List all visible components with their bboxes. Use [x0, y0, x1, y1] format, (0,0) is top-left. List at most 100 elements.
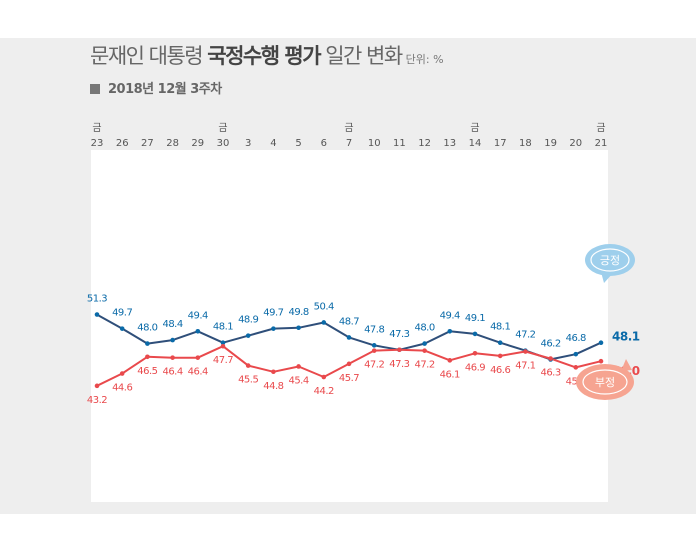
unit-label: 단위: % — [405, 53, 444, 66]
negative-point — [472, 350, 478, 356]
x-tick-label: 27 — [141, 138, 154, 149]
negative-data-label: 44.2 — [314, 386, 334, 397]
x-tick-label: 18 — [519, 138, 532, 149]
chart-subtitle: 2018년 12월 3주차 — [90, 78, 222, 97]
x-tick-label: 3 — [245, 138, 251, 149]
positive-data-label: 46.2 — [540, 338, 560, 349]
negative-data-label: 45.4 — [288, 375, 308, 386]
positive-point — [422, 341, 427, 346]
x-tick-label: 13 — [443, 138, 456, 149]
negative-data-label: 46.6 — [490, 365, 510, 376]
positive-data-label: 49.8 — [288, 307, 308, 318]
positive-data-label: 48.9 — [238, 315, 258, 326]
positive-point — [195, 328, 201, 334]
x-tick-label: 30 — [217, 138, 230, 149]
positive-data-label: 49.4 — [188, 310, 208, 321]
x-tick-label: 17 — [494, 138, 507, 149]
negative-point — [170, 355, 175, 360]
negative-point — [598, 358, 604, 364]
x-tick-label: 5 — [295, 138, 301, 149]
negative-data-label: 44.6 — [112, 383, 132, 394]
x-tick-label: 28 — [166, 138, 179, 149]
positive-point — [371, 343, 377, 348]
negative-point — [271, 369, 276, 375]
x-tick-label: 21 — [595, 138, 608, 149]
negative-point — [548, 356, 553, 361]
x-tick-label: 7 — [346, 138, 352, 149]
positive-data-label: 48.4 — [162, 319, 182, 330]
positive-point — [220, 340, 226, 346]
negative-data-label: 46.9 — [465, 362, 485, 373]
positive-point — [94, 312, 100, 317]
x-tick-label: 20 — [569, 138, 582, 149]
negative-point — [573, 365, 579, 370]
positive-point — [296, 325, 301, 331]
x-tick-weekday: 금 — [92, 122, 101, 134]
x-tick-label: 4 — [270, 138, 276, 149]
title-bold: 국정수행 평가 — [207, 44, 321, 68]
x-tick-label: 29 — [191, 138, 204, 149]
series-markers — [94, 312, 604, 389]
x-tick-label: 10 — [368, 138, 381, 149]
x-tick-label: 19 — [544, 138, 557, 149]
positive-point — [321, 320, 327, 325]
positive-bubble-ring — [590, 248, 630, 272]
negative-point — [220, 343, 226, 349]
x-tick-label: 11 — [393, 138, 406, 149]
x-tick-label: 12 — [418, 138, 431, 149]
negative-data-label: 44.8 — [263, 381, 283, 392]
negative-data-label: 47.2 — [414, 360, 434, 371]
negative-point — [447, 358, 453, 363]
negative-data-label: 47.2 — [364, 360, 384, 371]
positive-data-label: 48.1 — [213, 322, 233, 333]
positive-point — [245, 333, 251, 338]
positive-data-label: 48.1 — [612, 330, 640, 344]
x-tick-label: 14 — [469, 138, 482, 149]
title-suffix: 일간 변화 — [320, 44, 403, 68]
positive-point — [119, 326, 125, 331]
negative-data-label: 45.7 — [339, 373, 359, 384]
negative-data-label: 46.1 — [440, 369, 460, 380]
positive-point — [447, 328, 453, 334]
positive-data-label: 50.4 — [314, 301, 334, 312]
negative-legend-label: 부정 — [595, 376, 615, 389]
positive-point — [598, 340, 604, 346]
x-tick-label: 26 — [116, 138, 129, 149]
x-tick-label: 6 — [321, 138, 327, 149]
positive-point — [573, 351, 579, 357]
negative-point — [523, 349, 528, 354]
positive-legend-bubble: 긍정 — [585, 244, 635, 283]
subtitle-square-icon — [90, 84, 100, 94]
negative-point — [245, 363, 251, 368]
negative-data-label: 46.4 — [162, 367, 182, 378]
negative-point — [296, 364, 301, 369]
positive-legend-label: 긍정 — [600, 254, 620, 267]
negative-point — [371, 348, 377, 353]
subtitle-text: 2018년 12월 3주차 — [108, 82, 222, 97]
negative-data-label: 47.7 — [213, 355, 233, 366]
data-labels: 51.3 49.7 48.0 48.4 49.4 48.1 48.9 49.7 49.8 50.4… — [87, 294, 640, 406]
x-tick-weekday: 금 — [218, 122, 227, 134]
positive-point — [472, 331, 478, 337]
negative-point — [346, 361, 352, 367]
negative-bubble-ring — [582, 369, 628, 395]
chart-title: 문재인 대통령 국정수행 평가 일간 변화 단위: % — [90, 40, 444, 70]
positive-point — [346, 335, 352, 340]
negative-point — [119, 371, 125, 376]
positive-point — [170, 337, 175, 343]
x-tick-weekday: 금 — [344, 122, 353, 134]
negative-point — [397, 347, 402, 353]
positive-data-label: 47.3 — [389, 329, 409, 340]
negative-data-label: 46.5 — [137, 366, 157, 377]
positive-data-label: 51.3 — [87, 294, 107, 305]
negative-bubble-tail — [621, 359, 632, 371]
positive-data-label: 49.7 — [112, 308, 132, 319]
plot-area — [91, 150, 608, 502]
positive-data-label: 48.0 — [137, 323, 157, 334]
positive-data-label: 46.8 — [566, 333, 586, 344]
positive-data-label: 49.4 — [440, 310, 460, 321]
title-prefix: 문재인 대통령 — [90, 44, 208, 68]
negative-data-label: 45.5 — [238, 375, 258, 386]
